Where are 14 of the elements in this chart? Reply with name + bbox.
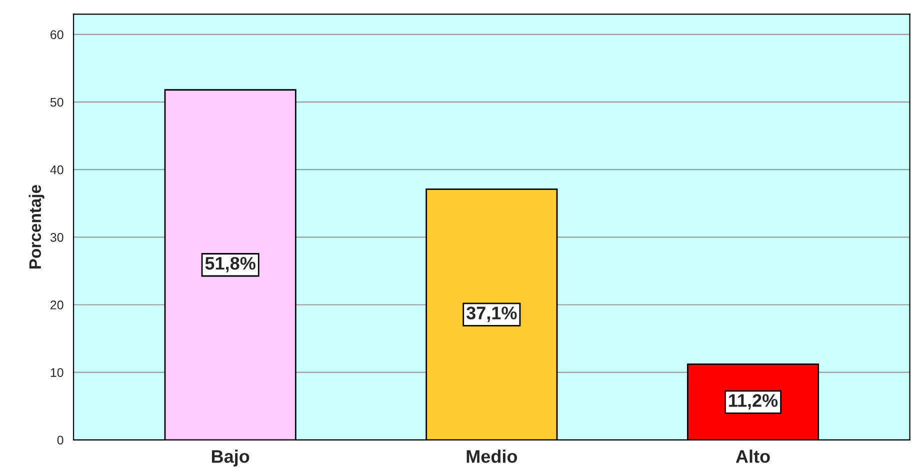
y-axis-title: Porcentaje [28, 184, 44, 269]
x-tick-label: Alto [736, 450, 770, 463]
y-tick-label: 50 [50, 98, 64, 107]
y-tick-label: 60 [50, 30, 64, 40]
y-tick-label: 10 [50, 368, 64, 377]
data-label: 37,1% [466, 306, 517, 322]
y-tick-label: 40 [50, 165, 64, 174]
x-tick-label: Bajo [212, 450, 250, 466]
data-label: 11,2% [729, 394, 778, 410]
y-tick-label: 20 [50, 300, 64, 310]
x-tick-label: Medio [466, 450, 518, 463]
y-tick-label: 30 [50, 232, 64, 242]
data-label: 51,8% [205, 256, 256, 272]
y-tick-label: 0 [57, 436, 64, 445]
